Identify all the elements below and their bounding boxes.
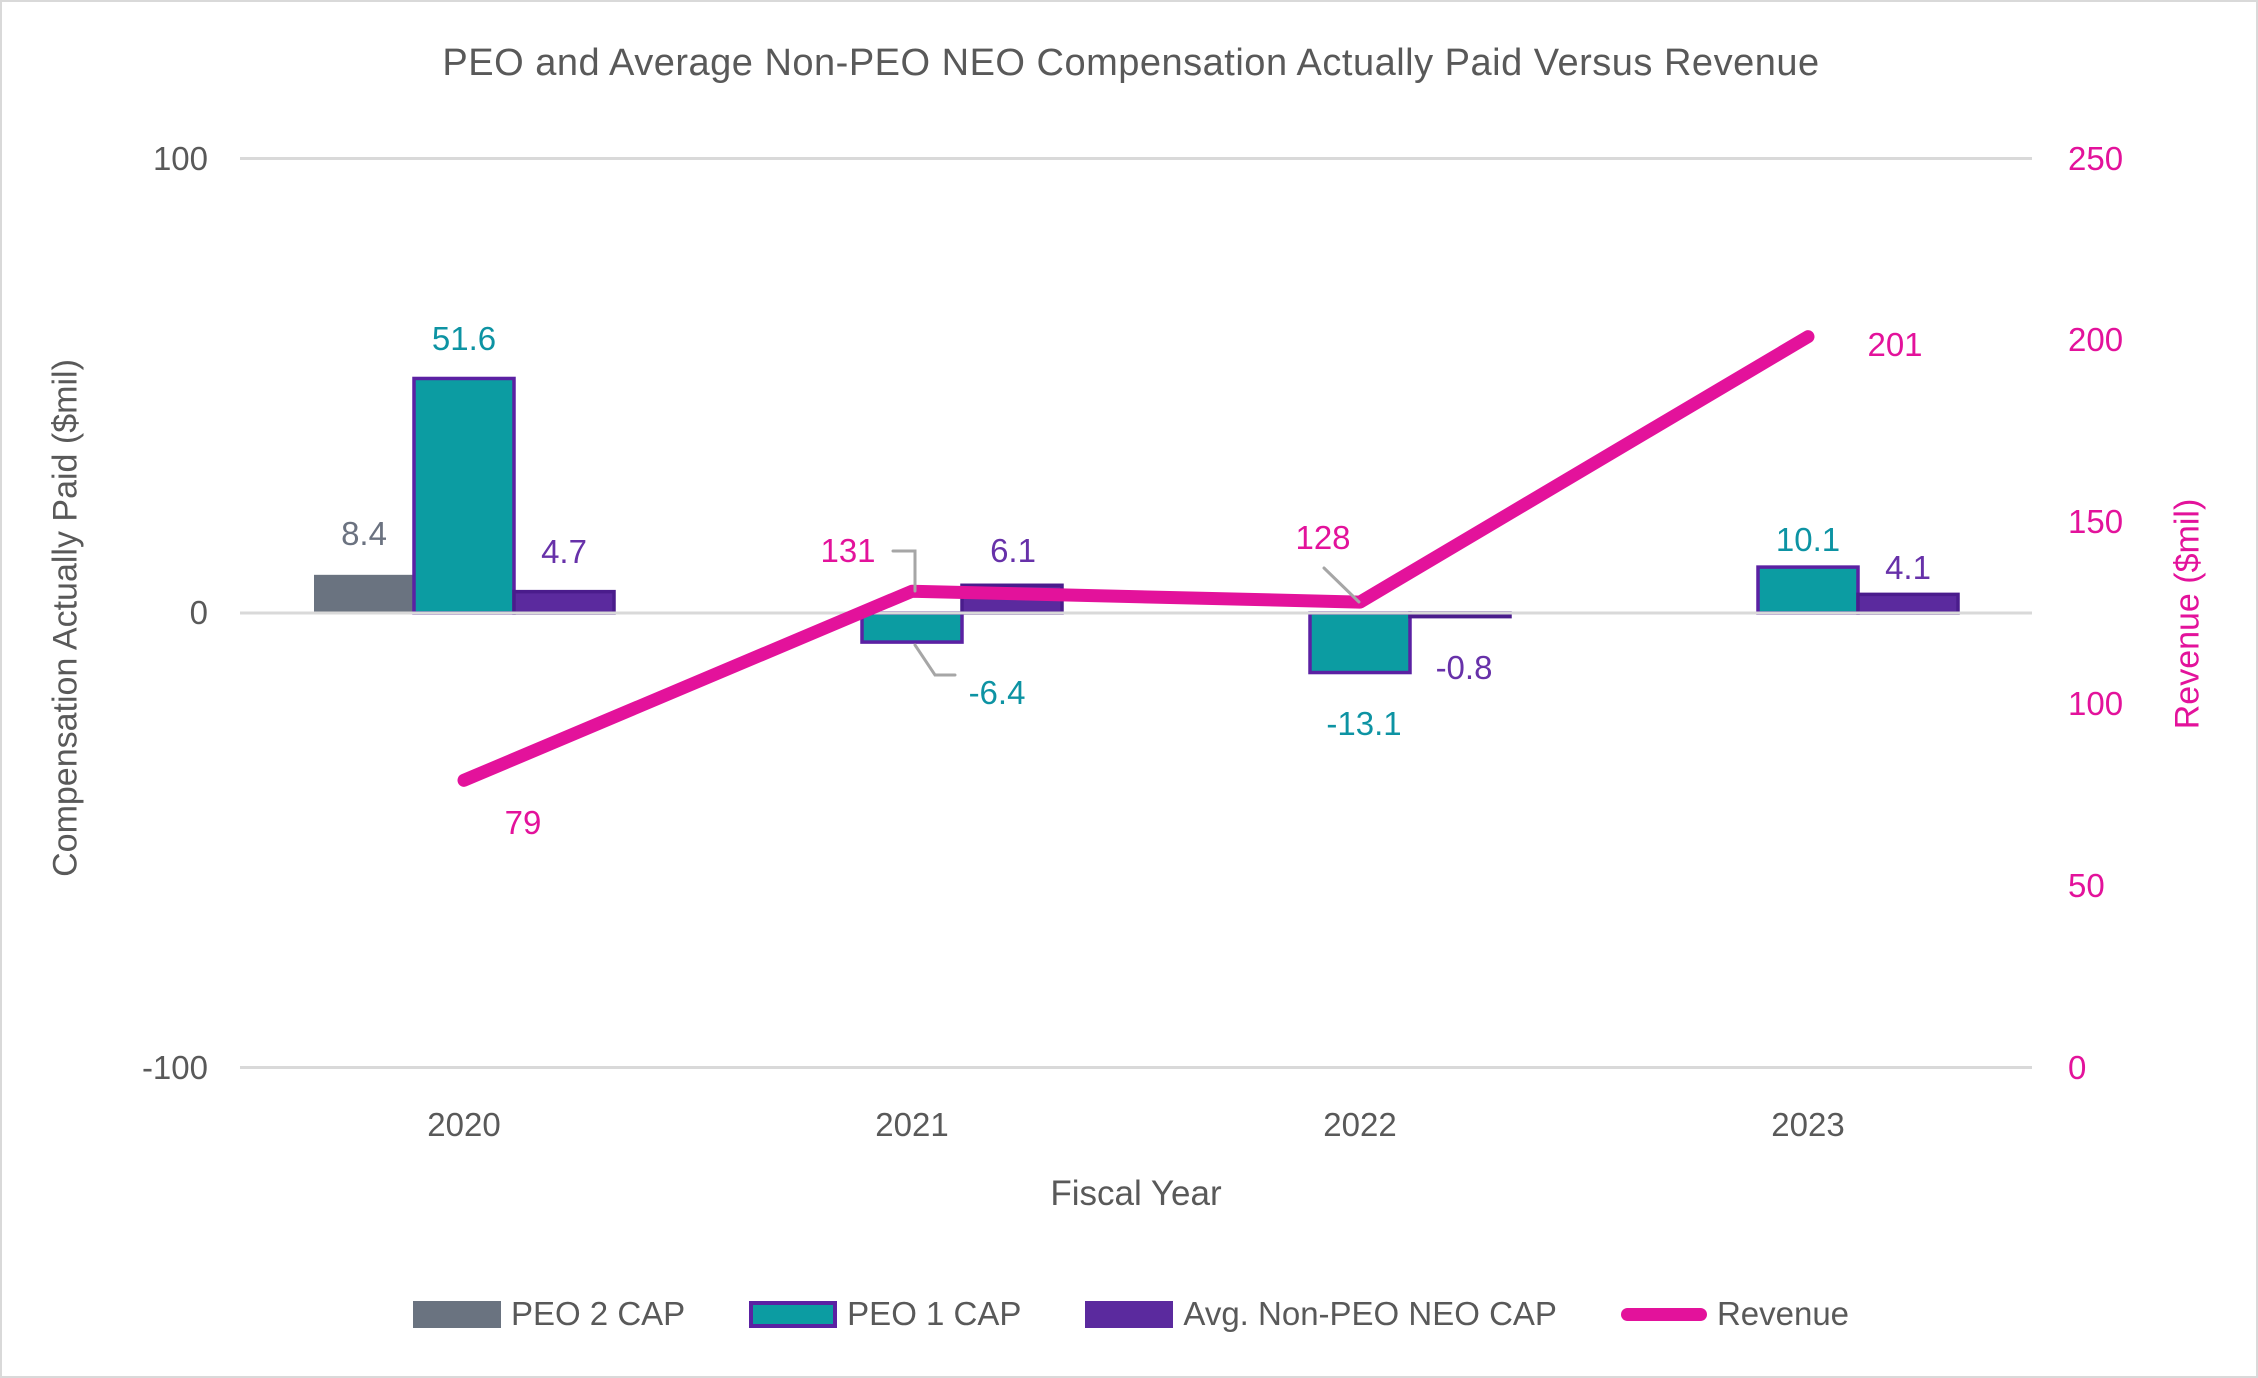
neo-swatch-icon (1085, 1300, 1174, 1328)
right-axis-tick: 150 (2068, 503, 2124, 541)
data-label-revenue-2020: 79 (504, 804, 542, 841)
legend-item-revenue: Revenue (1620, 1295, 1850, 1333)
legend-label-peo1: PEO 1 CAP (847, 1295, 1022, 1332)
left-axis-tick: -100 (141, 1048, 208, 1086)
data-label-revenue-2022: 128 (1295, 519, 1351, 556)
revenue-line-swatch-icon (1620, 1307, 1707, 1321)
revenue-line (457, 330, 1815, 787)
right-axis-tick: 0 (2068, 1048, 2087, 1086)
x-axis-tick: 2022 (1323, 1106, 1397, 1143)
legend-label-revenue: Revenue (1716, 1295, 1850, 1332)
data-label-peo-2-cap-2020: 8.4 (341, 515, 387, 552)
legend-label-peo2: PEO 2 CAP (510, 1295, 686, 1332)
data-label-revenue-2023: 201 (1867, 326, 1923, 363)
bar-avg-non-peo-neo-cap-2020 (512, 589, 616, 615)
legend: PEO 2 CAP PEO 1 CAP Avg. Non-PEO NEO CAP… (2, 1286, 2256, 1342)
data-label-peo-1-cap-2020: 51.6 (431, 320, 497, 357)
label-leader-line (913, 643, 957, 677)
x-axis-tick: 2020 (427, 1106, 501, 1143)
data-label-avg-non-peo-neo-cap-2020: 4.7 (541, 533, 587, 570)
chart-title: PEO and Average Non-PEO NEO Compensation… (442, 42, 1820, 84)
bar-peo-1-cap-2023 (1756, 565, 1860, 615)
bar-avg-non-peo-neo-cap-2023 (1856, 592, 1960, 615)
right-axis-tick: 50 (2068, 866, 2105, 904)
data-label-avg-non-peo-neo-cap-2021: 6.1 (990, 532, 1036, 569)
x-axis-tick: 2023 (1771, 1106, 1845, 1143)
bar-peo-2-cap-2020 (314, 574, 414, 613)
left-axis-tick: 100 (152, 139, 208, 177)
peo2-swatch-icon (412, 1300, 501, 1328)
data-label-avg-non-peo-neo-cap-2022: -0.8 (1435, 649, 1493, 686)
data-label-peo-1-cap-2021: -6.4 (968, 674, 1026, 711)
legend-item-peo1: PEO 1 CAP (749, 1295, 1021, 1333)
peo1-swatch-icon (749, 1300, 838, 1328)
label-leader-line (1322, 566, 1361, 604)
x-axis-tick: 2021 (875, 1106, 949, 1143)
data-label-peo-1-cap-2023: 10.1 (1775, 521, 1841, 558)
data-label-peo-1-cap-2022: -13.1 (1326, 705, 1402, 742)
right-axis-tick: 200 (2068, 321, 2124, 359)
legend-label-neo: Avg. Non-PEO NEO CAP (1183, 1295, 1557, 1332)
label-leader-line (891, 549, 917, 593)
legend-item-neo: Avg. Non-PEO NEO CAP (1085, 1295, 1557, 1333)
data-label-avg-non-peo-neo-cap-2023: 4.1 (1885, 549, 1931, 586)
legend-item-peo2: PEO 2 CAP (412, 1295, 686, 1333)
bar-peo-1-cap-2021 (860, 611, 964, 644)
left-axis-tick: 0 (189, 594, 208, 631)
x-axis-title: Fiscal Year (1050, 1174, 1222, 1213)
bar-peo-1-cap-2020 (412, 376, 516, 615)
data-label-revenue-2021: 131 (820, 532, 876, 569)
bar-peo-1-cap-2022 (1308, 611, 1412, 675)
right-axis-tick: 100 (2068, 684, 2124, 722)
right-axis-tick: 250 (2068, 139, 2124, 177)
